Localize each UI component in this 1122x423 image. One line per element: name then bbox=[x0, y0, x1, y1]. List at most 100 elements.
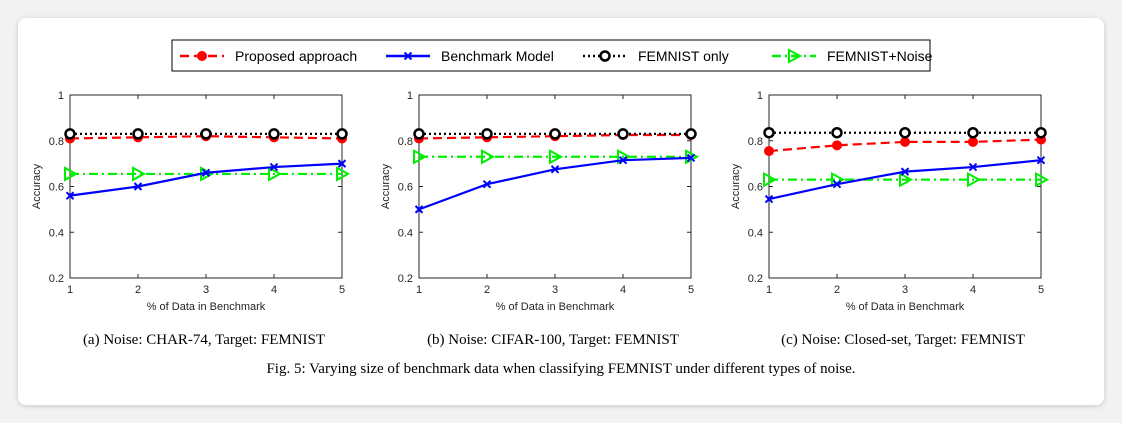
x-axis-label: % of Data in Benchmark bbox=[496, 301, 615, 313]
data-point bbox=[413, 149, 428, 165]
data-point bbox=[549, 128, 561, 140]
y-axis-label: Accuracy bbox=[380, 163, 392, 209]
y-tick-label: 0.2 bbox=[49, 273, 64, 285]
data-point bbox=[764, 194, 774, 204]
data-point bbox=[481, 128, 493, 140]
x-tick-label: 1 bbox=[766, 284, 772, 296]
plot-area bbox=[768, 94, 1042, 279]
data-point bbox=[764, 146, 774, 157]
legend-marker-3 bbox=[788, 48, 803, 64]
data-point bbox=[899, 171, 914, 188]
data-point bbox=[900, 136, 910, 147]
data-point bbox=[133, 182, 143, 191]
data-point bbox=[336, 166, 351, 182]
y-tick-label: 1 bbox=[58, 90, 64, 102]
x-tick-label: 4 bbox=[970, 284, 976, 296]
data-point bbox=[414, 205, 424, 214]
x-tick-label: 5 bbox=[1038, 284, 1044, 296]
data-point bbox=[549, 149, 564, 165]
y-tick-label: 1 bbox=[757, 90, 763, 102]
y-tick-label: 0.8 bbox=[398, 136, 413, 148]
data-point bbox=[900, 167, 910, 176]
data-point bbox=[337, 159, 347, 168]
series-benchmark-model bbox=[414, 153, 696, 214]
data-point bbox=[65, 191, 75, 200]
data-point bbox=[967, 171, 982, 188]
data-point bbox=[268, 128, 280, 140]
x-tick-label: 1 bbox=[67, 284, 73, 296]
data-point bbox=[64, 128, 76, 140]
data-point bbox=[132, 128, 144, 140]
data-point bbox=[967, 126, 979, 139]
data-point bbox=[413, 128, 425, 140]
series-line bbox=[418, 133, 691, 140]
panel-caption: (c) Noise: Closed-set, Target: FEMNIST bbox=[781, 332, 1025, 348]
series-femnist-only bbox=[413, 128, 697, 140]
x-tick-label: 1 bbox=[416, 284, 422, 296]
x-tick-label: 3 bbox=[552, 284, 558, 296]
series-femnist-only bbox=[64, 128, 348, 140]
legend-marker-1 bbox=[403, 51, 413, 61]
y-tick-label: 0.6 bbox=[748, 182, 763, 194]
series-line bbox=[768, 138, 1042, 153]
panel-c: 0.2 0.4 0.6 0.8 1 1 2 3 4 5 % of Data in Benchmark… bbox=[730, 90, 1050, 348]
data-point bbox=[832, 140, 842, 151]
x-axis-label: % of Data in Benchmark bbox=[846, 301, 965, 313]
data-point bbox=[763, 171, 778, 188]
x-tick-label: 4 bbox=[271, 284, 277, 296]
panel-caption: (b) Noise: CIFAR-100, Target: FEMNIST bbox=[427, 332, 679, 348]
legend-label-2: FEMNIST only bbox=[638, 48, 729, 64]
series-proposed-approach bbox=[764, 134, 1046, 157]
legend-label-0: Proposed approach bbox=[235, 48, 357, 64]
panel-a: 0.2 0.4 0.6 0.8 1 1 2 3 4 5 % of Data in Benchmark… bbox=[31, 90, 351, 348]
data-point bbox=[832, 180, 842, 189]
panel-caption: (a) Noise: CHAR-74, Target: FEMNIST bbox=[83, 332, 325, 348]
data-point bbox=[201, 168, 211, 177]
data-point bbox=[831, 126, 843, 139]
data-point bbox=[685, 128, 697, 140]
legend: Proposed approach Benchmark Model FEMNIST … bbox=[171, 39, 933, 72]
x-tick-label: 5 bbox=[339, 284, 345, 296]
data-point bbox=[550, 165, 560, 174]
data-point bbox=[64, 166, 79, 182]
x-tick-label: 2 bbox=[135, 284, 141, 296]
data-point bbox=[269, 162, 279, 172]
x-tick-label: 5 bbox=[688, 284, 694, 296]
data-point bbox=[618, 155, 628, 165]
figure-caption: Fig. 5: Varying size of benchmark data w… bbox=[266, 361, 855, 377]
legend-label-3: FEMNIST+Noise bbox=[827, 48, 933, 64]
series-femnist-only bbox=[763, 126, 1047, 139]
data-point bbox=[899, 126, 911, 139]
y-tick-label: 0.4 bbox=[748, 227, 763, 239]
x-tick-label: 2 bbox=[484, 284, 490, 296]
y-tick-label: 0.6 bbox=[398, 182, 413, 194]
series-benchmark-model bbox=[65, 159, 347, 200]
x-tick-label: 3 bbox=[203, 284, 209, 296]
x-tick-label: 4 bbox=[620, 284, 626, 296]
panel-b: 0.2 0.4 0.6 0.8 1 1 2 3 4 5 % of Data in Benchmark… bbox=[380, 90, 700, 348]
series-femnist-noise bbox=[763, 171, 1050, 188]
data-point bbox=[686, 153, 696, 163]
y-tick-label: 0.8 bbox=[748, 136, 763, 148]
data-point bbox=[968, 136, 978, 147]
data-point bbox=[132, 166, 147, 182]
y-tick-label: 0.8 bbox=[49, 136, 64, 148]
y-tick-label: 1 bbox=[407, 90, 413, 102]
plot-area bbox=[418, 94, 692, 279]
data-point bbox=[617, 128, 629, 140]
y-tick-label: 0.2 bbox=[748, 273, 763, 285]
data-point bbox=[481, 149, 496, 165]
y-axis-label: Accuracy bbox=[730, 163, 742, 209]
y-tick-label: 0.4 bbox=[49, 227, 64, 239]
data-point bbox=[968, 162, 978, 172]
x-tick-label: 3 bbox=[902, 284, 908, 296]
data-point bbox=[336, 128, 348, 140]
x-axis-label: % of Data in Benchmark bbox=[147, 301, 266, 313]
data-point bbox=[200, 128, 212, 140]
x-tick-label: 2 bbox=[834, 284, 840, 296]
data-point bbox=[1035, 171, 1050, 188]
y-axis-label: Accuracy bbox=[31, 163, 43, 209]
legend-box bbox=[171, 39, 931, 72]
legend-label-1: Benchmark Model bbox=[441, 48, 554, 64]
